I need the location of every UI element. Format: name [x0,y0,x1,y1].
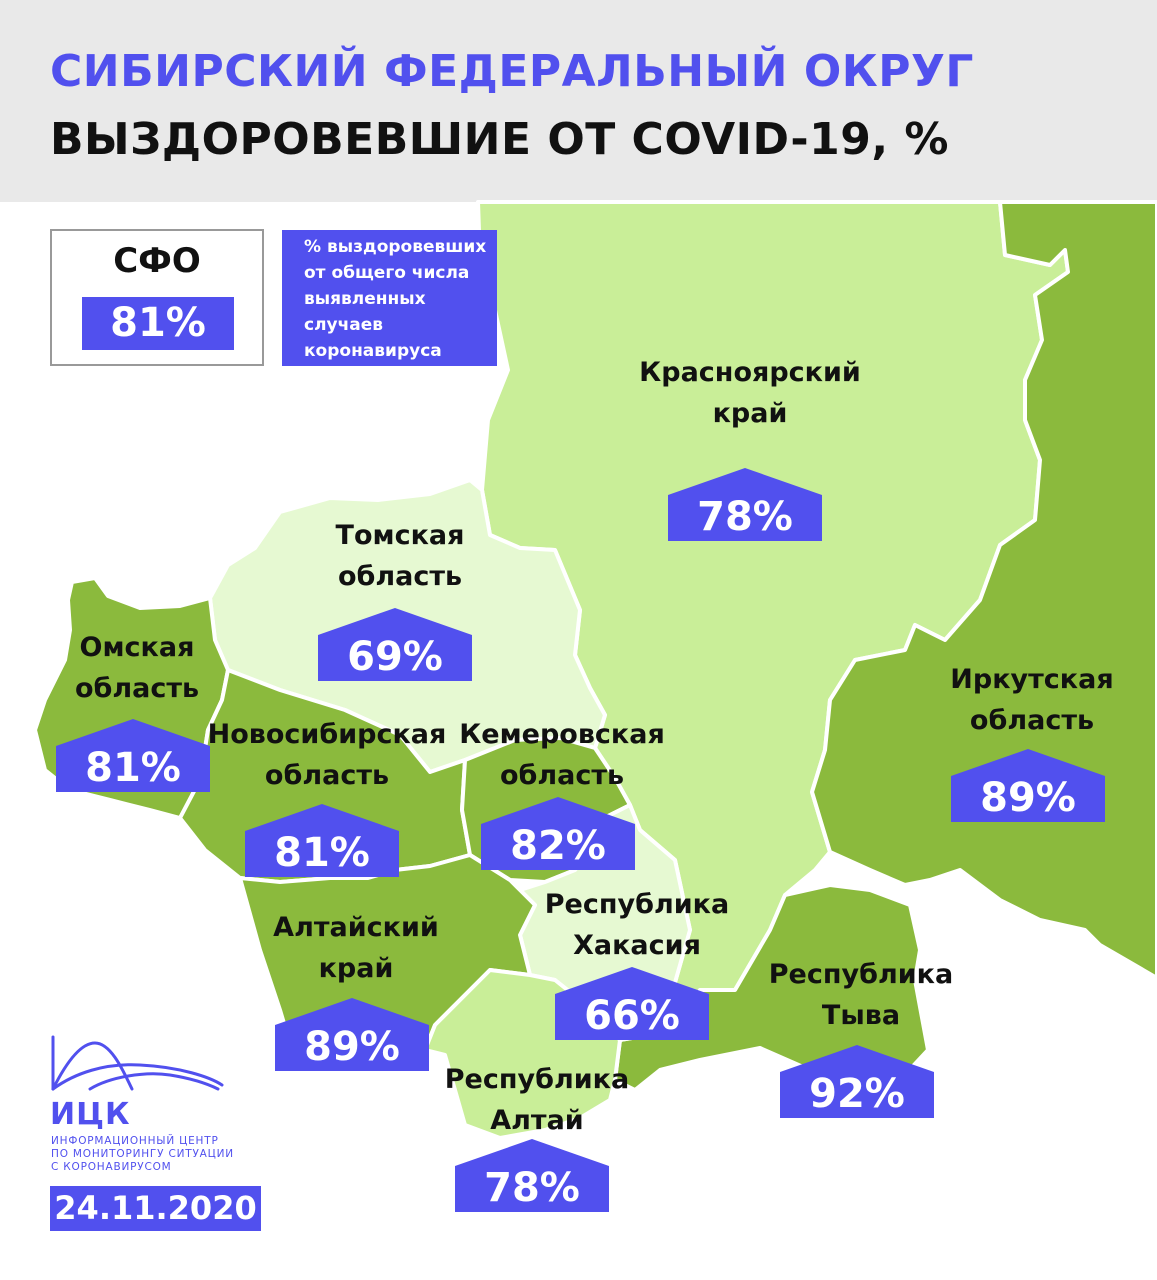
region-name-line: Республика [768,959,954,990]
region-name: Омская область [75,627,199,709]
value-badge [668,468,822,541]
total-label: СФО [113,241,201,281]
region-name-line: область [969,705,1095,736]
value-badge [245,804,399,877]
legend-line: % выздоровевших [304,237,487,257]
region-name: Республика Тыва [769,954,953,1036]
logo-desc-line: ПО МОНИТОРИНГУ СИТУАЦИИ [51,1148,234,1160]
region-name-line: Новосибирская [207,719,447,750]
value-badge [780,1045,934,1118]
value-badge-text: 92% [809,1071,905,1117]
region-name-line: область [264,760,390,791]
region-name-line: край [712,398,788,429]
value-badges: 78% 69% 81% 81% 82% 89% 66% 89% 92% 78% [56,468,1105,1212]
value-badge [318,608,472,681]
page-title: СИБИРСКИЙ ФЕДЕРАЛЬНЫЙ ОКРУГ [50,46,974,97]
legend-line: случаев [304,315,384,335]
value-badge-text: 82% [510,823,606,869]
legend-box: % выздоровевших от общего числа выявленн… [282,230,497,366]
region-name-line: Алтай [490,1105,584,1136]
logo-desc-line: С КОРОНАВИРУСОМ [51,1161,172,1173]
total-box: СФО 81% [50,229,264,366]
region-name: Алтайский край [273,907,439,989]
value-badge [56,719,210,792]
region-name-line: Омская [79,632,195,663]
value-badge-text: 89% [304,1024,400,1070]
legend-line: коронавируса [304,341,442,361]
legend-line: выявленных [304,289,426,309]
region-name: Республика Хакасия [545,884,729,966]
value-badge-text: 78% [697,494,793,540]
value-badge-text: 89% [980,775,1076,821]
region-name-line: Тыва [821,1000,901,1031]
region-name: Красноярский край [639,352,861,434]
value-badge-text: 66% [584,993,680,1039]
value-badge [555,967,709,1040]
region-name: Томская область [336,515,465,597]
value-badge-text: 81% [85,745,181,791]
value-badge-text: 78% [484,1165,580,1211]
logo-icon [51,1035,224,1091]
value-badge [951,749,1105,822]
value-badge [481,797,635,870]
header-banner [0,0,1157,202]
value-badge-text: 69% [347,634,443,680]
region-name: Республика Алтай [445,1059,629,1141]
value-badge [455,1139,609,1212]
region-name-line: Республика [544,889,730,920]
region-name: Иркутская область [950,659,1113,741]
legend-line: от общего числа [304,263,470,283]
region-name: Кемеровская область [459,714,665,796]
total-value: 81% [82,297,234,350]
region-name: Новосибирская область [208,714,447,796]
region-name-line: край [318,953,394,984]
page-subtitle: ВЫЗДОРОВЕВШИЕ ОТ COVID-19, % [50,114,949,165]
logo-desc-line: ИНФОРМАЦИОННЫЙ ЦЕНТР [51,1135,219,1147]
value-badge [275,998,429,1071]
region-name-line: Красноярский [639,357,861,388]
logo-description: ИНФОРМАЦИОННЫЙ ЦЕНТР ПО МОНИТОРИНГУ СИТУ… [51,1135,234,1174]
region-name-line: Иркутская [950,664,1114,695]
region-name-line: Алтайский [273,912,439,943]
logo-name: ИЦК [50,1097,131,1132]
value-badge-text: 81% [274,830,370,876]
region-name-line: область [499,760,625,791]
date-badge: 24.11.2020 [50,1186,261,1231]
region-name-line: Томская [335,520,465,551]
region-name-line: область [337,561,463,592]
region-name-line: Хакасия [573,930,701,961]
region-name-line: область [74,673,200,704]
region-name-line: Кемеровская [459,719,665,750]
region-name-line: Республика [444,1064,630,1095]
